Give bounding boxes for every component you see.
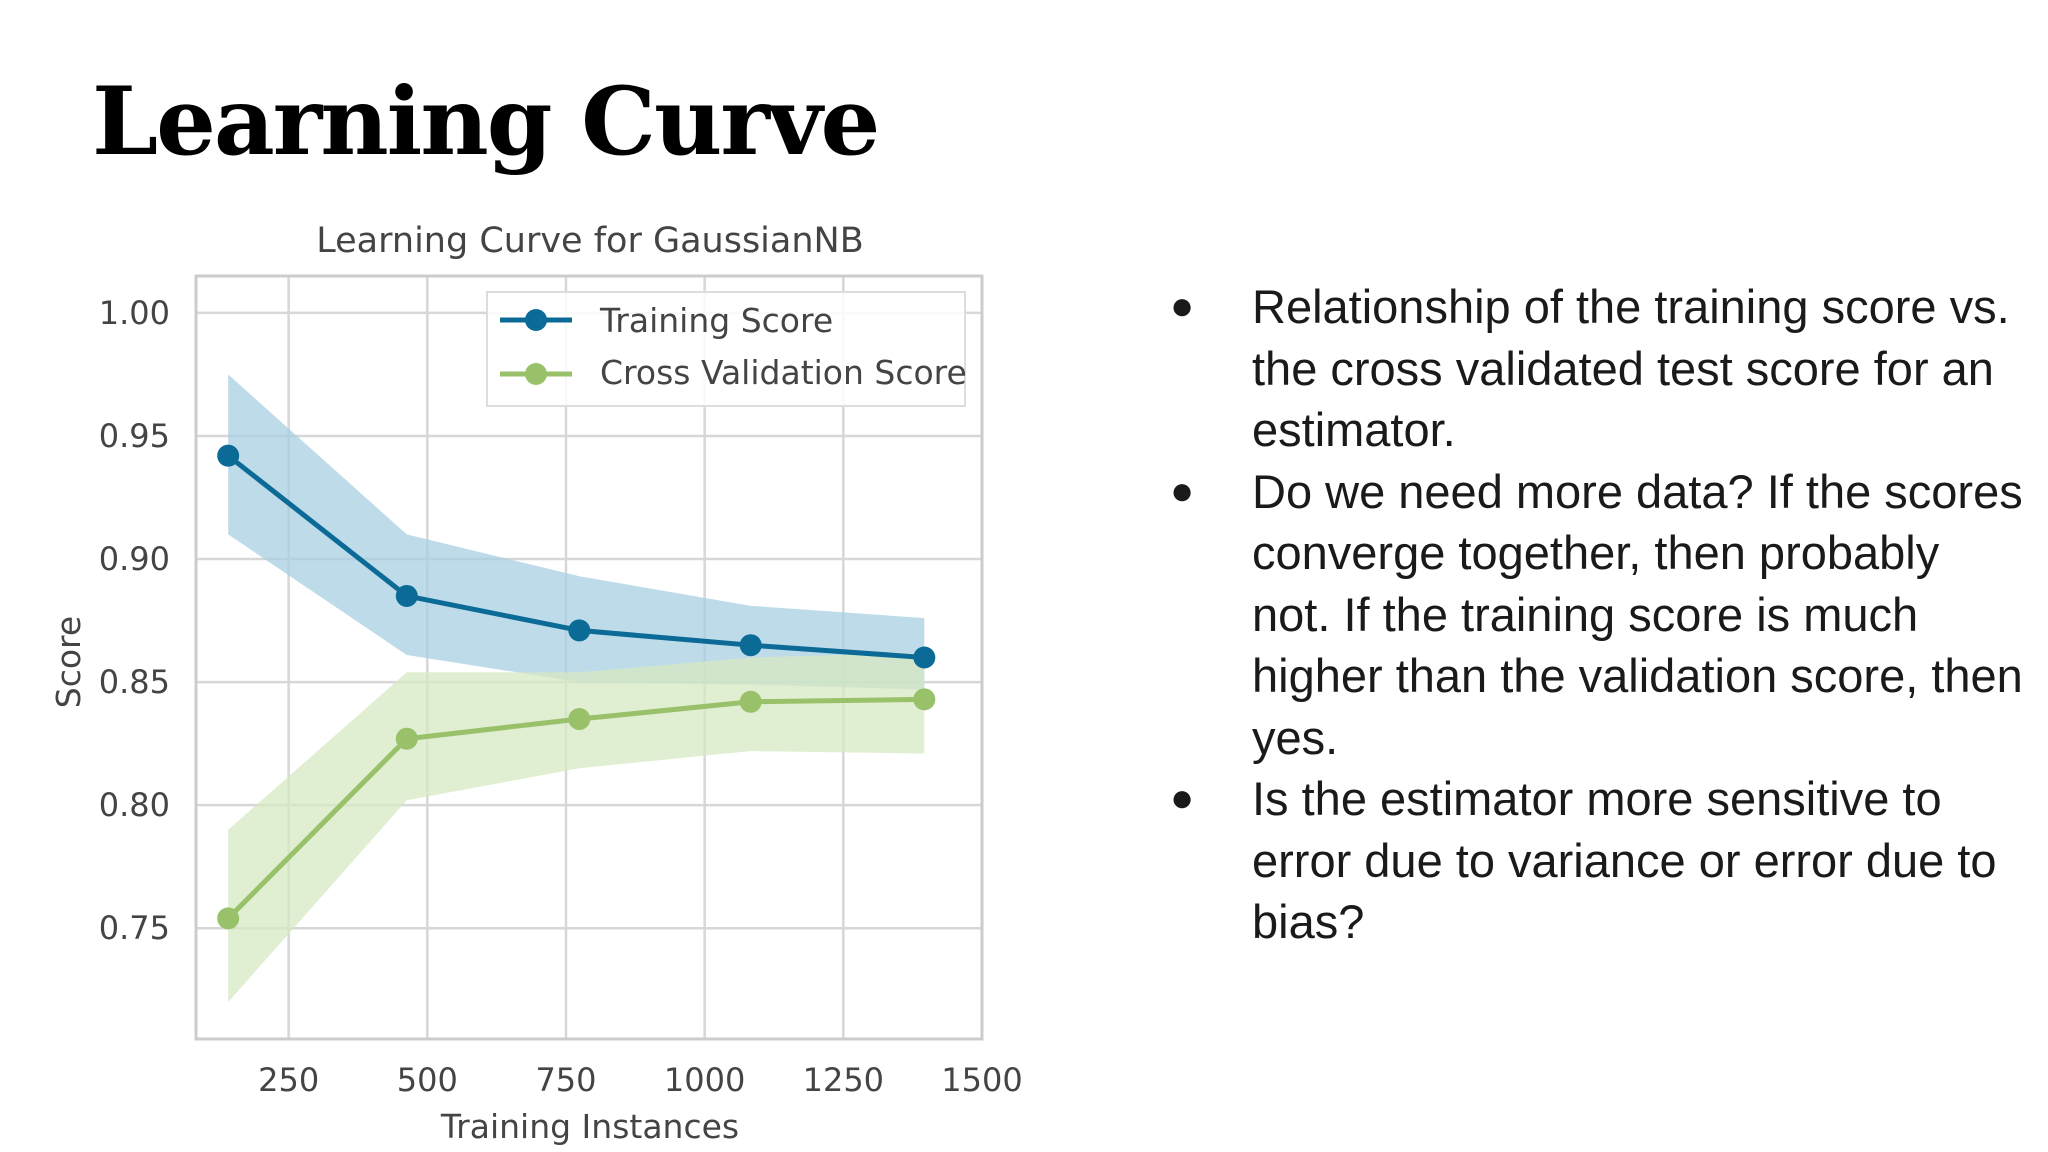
- cv-score-point: [395, 727, 418, 750]
- training-score-point: [568, 619, 591, 642]
- plot-area-frame: [194, 274, 984, 1041]
- x-tick-label: 1500: [941, 1061, 1022, 1099]
- x-tick-label: 250: [258, 1061, 319, 1099]
- y-tick-label: 1.00: [99, 294, 170, 332]
- x-tick-label: 750: [535, 1061, 596, 1099]
- chart-data-points: [217, 444, 936, 930]
- cv-score-point: [217, 907, 240, 930]
- bullet-item: ● Is the estimator more sensitive to err…: [1170, 768, 2030, 953]
- x-tick-label: 500: [397, 1061, 458, 1099]
- legend-box: [486, 291, 966, 407]
- chart-legend: Training Score Cross Validation Score: [486, 291, 967, 407]
- bullet-text: Do we need more data? If the scores conv…: [1252, 464, 2023, 764]
- y-tick-label: 0.85: [99, 663, 170, 701]
- cv-score-point: [739, 690, 762, 713]
- training-score-point: [913, 646, 936, 669]
- bullet-glyph: ●: [1170, 776, 1195, 820]
- x-tick-label: 1250: [803, 1061, 884, 1099]
- y-tick-label: 0.75: [99, 909, 170, 947]
- cv-score-band: [228, 652, 925, 1003]
- legend-label-cv: Cross Validation Score: [600, 353, 967, 392]
- training-score-point: [395, 584, 418, 607]
- legend-label-training: Training Score: [599, 301, 833, 340]
- chart-confidence-bands: [228, 374, 925, 1003]
- chart-tick-labels: 250 500 750 1000 1250 1500 0.75 0.80 0.85 0.90 0.9…: [99, 294, 1023, 1099]
- cv-score-point: [568, 708, 591, 731]
- bullet-text: Is the estimator more sensitive to error…: [1252, 772, 1997, 948]
- training-score-point: [217, 444, 240, 467]
- training-score-point: [739, 634, 762, 657]
- chart-title: Learning Curve for GaussianNB: [316, 221, 863, 261]
- y-tick-label: 0.95: [99, 417, 170, 455]
- x-axis-label: Training Instances: [440, 1107, 739, 1146]
- bullet-glyph: ●: [1170, 284, 1195, 328]
- bullet-list: ● Relationship of the training score vs.…: [1170, 276, 2030, 953]
- y-axis-label: Score: [49, 616, 88, 708]
- y-tick-label: 0.80: [99, 786, 170, 824]
- slide-title: Learning Curve: [92, 67, 880, 177]
- legend-marker-cv: [525, 363, 547, 385]
- learning-curve-chart: Learning Curve for GaussianNB 250 500 750 1…: [49, 221, 1023, 1146]
- bullet-glyph: ●: [1170, 468, 1195, 513]
- bullet-item: ● Do we need more data? If the scores co…: [1170, 461, 2030, 769]
- x-tick-label: 1000: [664, 1061, 745, 1099]
- training-score-band: [228, 374, 925, 690]
- bullet-text: Relationship of the training score vs. t…: [1252, 280, 2010, 456]
- bullet-item: ● Relationship of the training score vs.…: [1170, 276, 2030, 461]
- y-tick-label: 0.90: [99, 540, 170, 578]
- legend-marker-training: [525, 309, 547, 331]
- cv-score-point: [913, 688, 936, 711]
